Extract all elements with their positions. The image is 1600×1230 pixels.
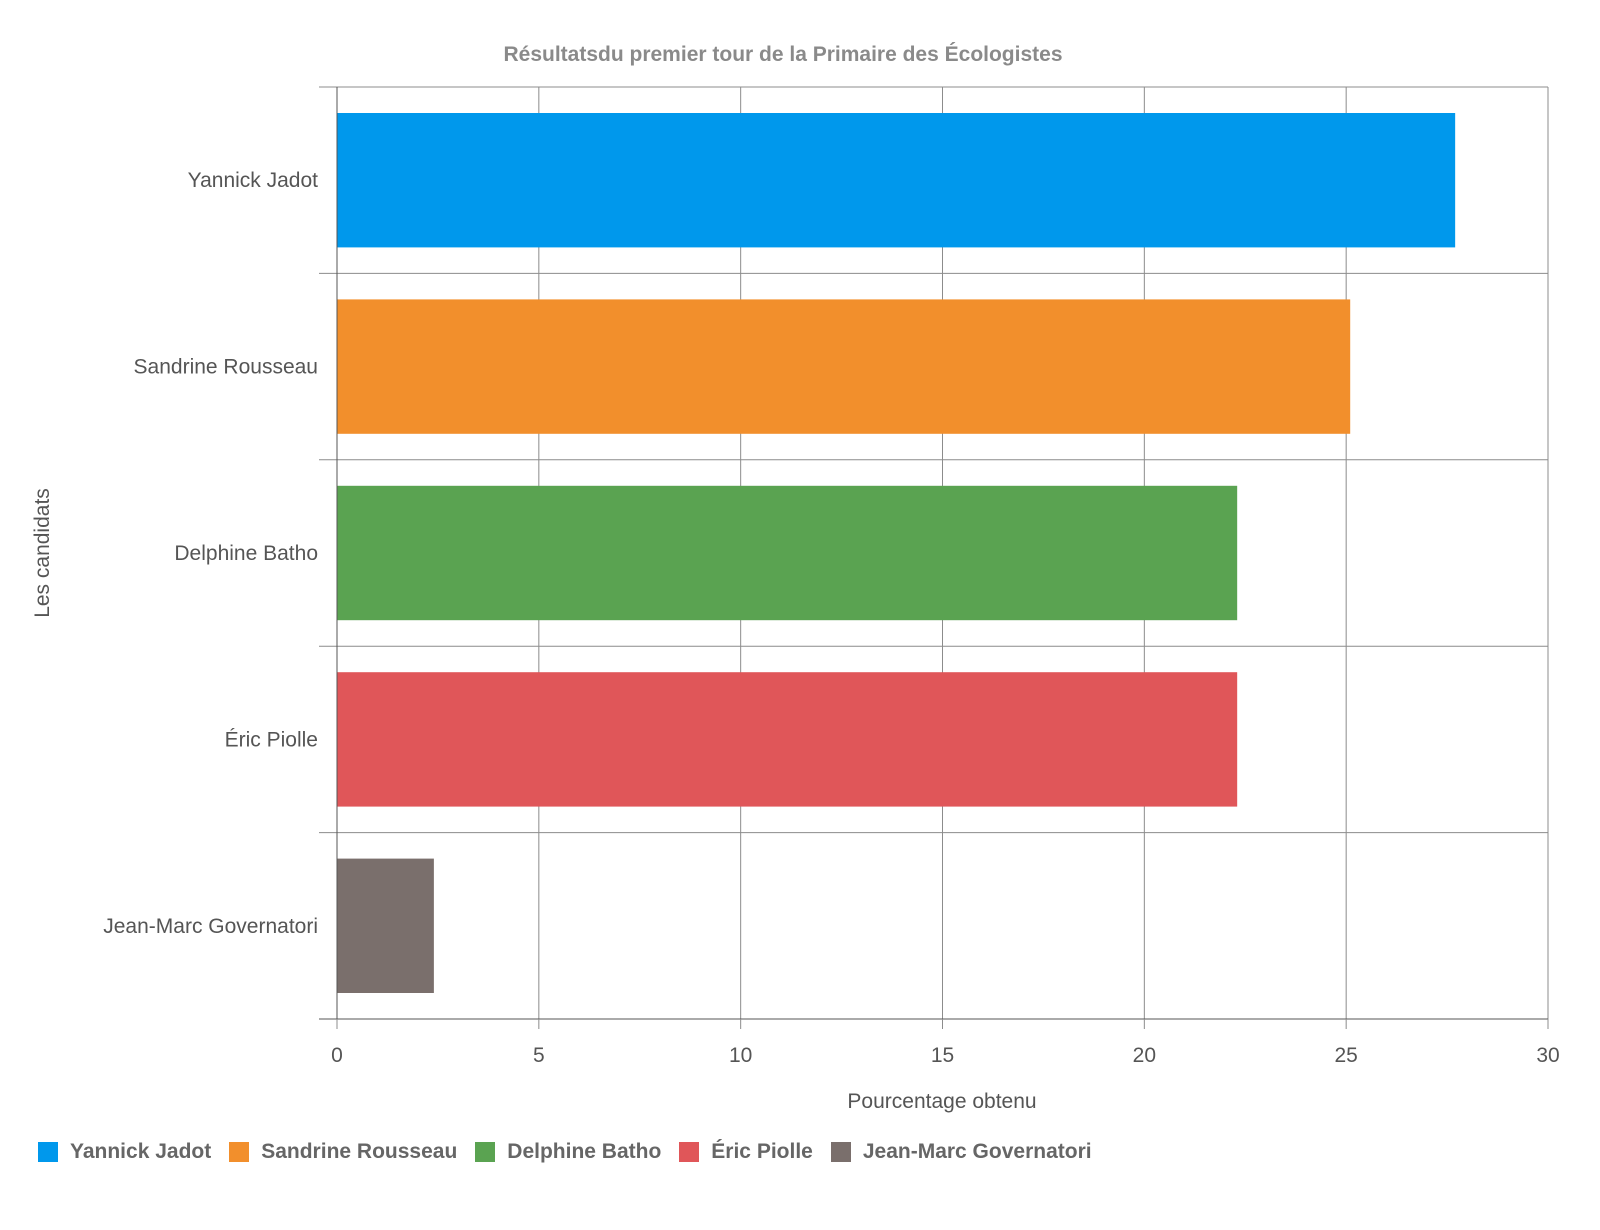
- bar: [337, 485, 1238, 621]
- legend-label: Delphine Batho: [507, 1140, 662, 1163]
- legend-item[interactable]: Delphine Batho: [475, 1140, 661, 1164]
- legend-swatch: [830, 1142, 851, 1162]
- legend-label: Jean-Marc Governatori: [862, 1140, 1092, 1163]
- x-tick-label: 30: [1536, 1044, 1559, 1067]
- tick-labels: 0 5 10 15 20 25 30 Yannick Jadot Sandrine Rousse…: [103, 169, 1559, 1067]
- legend-swatch: [229, 1142, 250, 1162]
- legend-swatch: [475, 1142, 496, 1162]
- bars: [337, 113, 1456, 993]
- legend: Yannick Jadot Sandrine Rousseau Delphine B…: [38, 1140, 1110, 1164]
- y-tick-label: Yannick Jadot: [188, 169, 319, 192]
- chart-title: Résultatsdu premier tour de la Primaire …: [503, 43, 1062, 66]
- bar: [337, 113, 1456, 248]
- y-axis-label: Les candidats: [31, 488, 54, 618]
- bar: [337, 858, 434, 993]
- y-tick-label: Sandrine Rousseau: [134, 356, 318, 379]
- legend-item[interactable]: Éric Piolle: [679, 1140, 813, 1164]
- x-tick-label: 10: [729, 1044, 752, 1067]
- x-tick-label: 5: [533, 1044, 545, 1067]
- legend-swatch: [38, 1142, 58, 1162]
- legend-label: Éric Piolle: [711, 1140, 813, 1163]
- axes: [336, 87, 1549, 1029]
- legend-item[interactable]: Sandrine Rousseau: [229, 1140, 457, 1164]
- legend-label: Yannick Jadot: [70, 1140, 212, 1163]
- x-tick-label: 20: [1133, 1044, 1156, 1067]
- legend-swatch: [679, 1142, 700, 1162]
- y-tick-label: Delphine Batho: [174, 542, 318, 565]
- legend-item[interactable]: Jean-Marc Governatori: [830, 1140, 1092, 1164]
- y-tick-label: Jean-Marc Governatori: [103, 915, 318, 938]
- x-axis-label: Pourcentage obtenu: [847, 1090, 1036, 1113]
- x-tick-label: 15: [931, 1044, 954, 1067]
- x-tick-label: 25: [1334, 1044, 1357, 1067]
- bar: [337, 299, 1351, 434]
- legend-item[interactable]: Yannick Jadot: [38, 1140, 211, 1164]
- x-tick-label: 0: [331, 1044, 343, 1067]
- legend-label: Sandrine Rousseau: [261, 1140, 458, 1163]
- bar: [337, 672, 1238, 807]
- y-tick-label: Éric Piolle: [225, 728, 318, 751]
